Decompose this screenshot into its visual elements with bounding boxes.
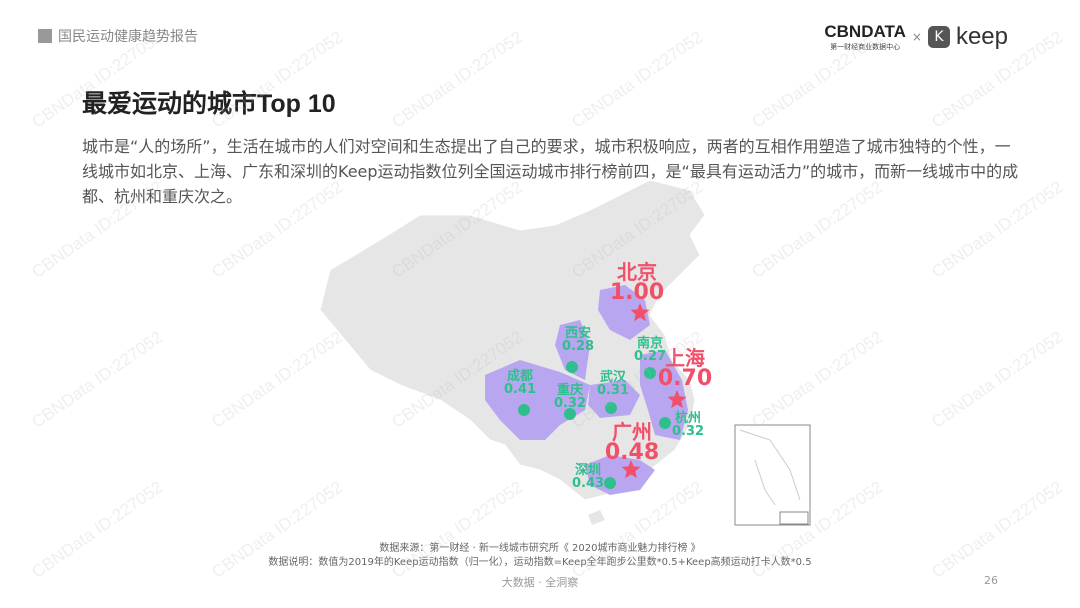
city-value: 0.31 bbox=[596, 383, 630, 398]
city-value: 0.27 bbox=[633, 349, 667, 364]
province-beijing bbox=[598, 285, 650, 340]
city-name: 杭州 bbox=[674, 411, 702, 426]
city-name: 成都 bbox=[506, 369, 534, 384]
city-value: 0.32 bbox=[671, 424, 705, 439]
city-label: 成都 0.41 bbox=[504, 370, 536, 396]
city-marker-star-icon bbox=[630, 303, 650, 322]
city-name: 南京 bbox=[636, 336, 664, 351]
province-hubei bbox=[588, 380, 640, 418]
city-marker-dot-icon bbox=[605, 402, 617, 414]
data-note: 数据说明：数值为2019年的Keep运动指数（归一化），运动指数=Keep全年跑… bbox=[268, 557, 812, 568]
city-name: 上海 bbox=[665, 346, 705, 370]
city-value: 0.28 bbox=[561, 339, 595, 354]
city-name: 深圳 bbox=[574, 463, 602, 478]
city-value: 0.32 bbox=[553, 396, 587, 411]
city-value: 0.48 bbox=[604, 440, 660, 465]
province-sichuan-chongqing bbox=[485, 360, 590, 440]
city-name: 北京 bbox=[617, 260, 657, 284]
city-label: 广州 0.48 bbox=[605, 422, 659, 464]
city-marker-dot-icon bbox=[659, 417, 671, 429]
city-label: 深圳 0.43 bbox=[572, 464, 604, 490]
province-shaanxi bbox=[555, 320, 590, 380]
section-title: 国民运动健康趋势报告 bbox=[58, 29, 198, 45]
city-marker-star-icon bbox=[667, 390, 687, 409]
city-label: 杭州 0.32 bbox=[672, 412, 704, 438]
footer-text: 大数据 · 全洞察 bbox=[501, 576, 579, 589]
city-value: 1.00 bbox=[609, 280, 665, 305]
city-marker-dot-icon bbox=[564, 408, 576, 420]
city-value: 0.43 bbox=[571, 476, 605, 491]
city-label: 上海 0.70 bbox=[658, 348, 712, 390]
city-label: 南京 0.27 bbox=[634, 337, 666, 363]
keep-logo: keep bbox=[955, 23, 1008, 50]
city-marker-dot-icon bbox=[518, 404, 530, 416]
city-name: 西安 bbox=[564, 326, 592, 341]
hainan-island bbox=[588, 510, 605, 525]
city-name: 广州 bbox=[612, 420, 652, 444]
description: 城市是“人的场所”，生活在城市的人们对空间和生态提出了自己的要求，城市积极响应，… bbox=[82, 137, 1019, 206]
city-marker-dot-icon bbox=[644, 367, 656, 379]
section-header: 国民运动健康趋势报告 bbox=[38, 26, 198, 46]
city-value: 0.70 bbox=[657, 366, 713, 391]
city-label: 西安 0.28 bbox=[562, 327, 594, 353]
south-china-sea-inset bbox=[734, 424, 811, 526]
page-title: 最爱运动的城市Top 10 bbox=[82, 90, 336, 118]
china-outline bbox=[319, 179, 706, 501]
city-marker-dot-icon bbox=[566, 361, 578, 373]
brand-logos: CBNDATA 第一财经商业数据中心 × K keep bbox=[824, 22, 1008, 52]
page-number: 26 bbox=[984, 574, 998, 587]
city-label: 重庆 0.32 bbox=[554, 384, 586, 410]
city-label: 武汉 0.31 bbox=[597, 371, 629, 397]
city-label: 北京 1.00 bbox=[610, 262, 664, 304]
province-guangdong bbox=[585, 455, 655, 495]
cbndata-logo: CBNDATA 第一财经商业数据中心 bbox=[824, 22, 906, 51]
city-marker-star-icon bbox=[621, 460, 641, 479]
keep-logo-icon: K bbox=[927, 26, 950, 48]
city-value: 0.41 bbox=[503, 382, 537, 397]
section-marker-icon bbox=[38, 29, 52, 43]
logo-separator: × bbox=[911, 30, 922, 44]
city-marker-dot-icon bbox=[604, 477, 616, 489]
city-name: 武汉 bbox=[599, 370, 627, 385]
city-name: 重庆 bbox=[556, 383, 584, 398]
data-source: 数据来源：第一财经 · 新一线城市研究所《 2020城市商业魅力排行榜 》数据说… bbox=[0, 542, 1080, 570]
